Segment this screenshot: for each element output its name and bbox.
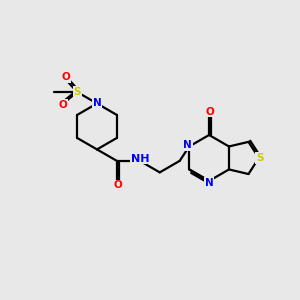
Text: N: N	[183, 140, 192, 150]
Text: O: O	[113, 180, 122, 190]
Text: O: O	[58, 100, 67, 110]
Text: O: O	[206, 106, 214, 117]
Text: O: O	[61, 72, 70, 82]
Text: S: S	[74, 87, 81, 97]
Text: NH: NH	[130, 154, 149, 164]
Text: S: S	[256, 153, 264, 163]
Text: N: N	[205, 178, 214, 188]
Text: N: N	[93, 98, 101, 109]
